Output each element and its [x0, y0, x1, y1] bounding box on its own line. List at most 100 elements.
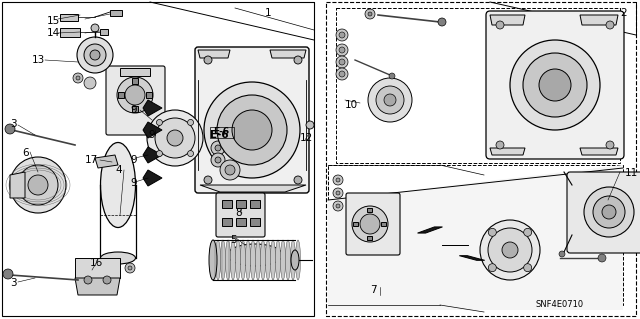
Bar — [222, 200, 232, 208]
Bar — [236, 200, 246, 208]
Circle shape — [204, 82, 300, 178]
Circle shape — [128, 266, 132, 270]
Circle shape — [156, 151, 163, 157]
Circle shape — [225, 165, 235, 175]
Circle shape — [188, 151, 193, 157]
Circle shape — [496, 21, 504, 29]
Circle shape — [438, 18, 446, 26]
Circle shape — [10, 157, 66, 213]
Circle shape — [28, 175, 48, 195]
Circle shape — [584, 187, 634, 237]
Circle shape — [336, 44, 348, 56]
Circle shape — [480, 220, 540, 280]
Ellipse shape — [280, 240, 285, 280]
Text: 4: 4 — [115, 165, 122, 175]
Circle shape — [496, 141, 504, 149]
Circle shape — [125, 85, 145, 105]
Polygon shape — [143, 147, 162, 163]
Text: 14: 14 — [47, 28, 60, 38]
Circle shape — [91, 24, 99, 32]
Text: 9: 9 — [130, 155, 136, 165]
Circle shape — [76, 76, 80, 80]
Circle shape — [333, 188, 343, 198]
Circle shape — [539, 69, 571, 101]
Text: 9: 9 — [148, 130, 155, 140]
Text: 3: 3 — [10, 278, 17, 288]
Circle shape — [389, 73, 395, 79]
Circle shape — [84, 276, 92, 284]
Text: 13: 13 — [32, 55, 45, 65]
Ellipse shape — [246, 240, 250, 280]
FancyBboxPatch shape — [106, 66, 165, 135]
Polygon shape — [580, 148, 618, 155]
Text: 10: 10 — [345, 100, 358, 110]
Ellipse shape — [285, 240, 291, 280]
Circle shape — [103, 276, 111, 284]
FancyBboxPatch shape — [486, 11, 624, 159]
Bar — [353, 222, 358, 226]
Circle shape — [339, 71, 345, 77]
FancyBboxPatch shape — [346, 193, 400, 255]
Circle shape — [333, 201, 343, 211]
Ellipse shape — [296, 240, 301, 280]
Bar — [2, 2, 314, 316]
Circle shape — [333, 175, 343, 185]
Circle shape — [217, 95, 287, 165]
Circle shape — [294, 56, 302, 64]
Ellipse shape — [250, 240, 255, 280]
Bar — [60, 28, 80, 37]
Text: 7: 7 — [370, 285, 376, 295]
Ellipse shape — [211, 240, 216, 280]
Circle shape — [84, 77, 96, 89]
Polygon shape — [95, 155, 118, 168]
Circle shape — [204, 176, 212, 184]
Bar — [146, 92, 152, 98]
Bar — [328, 165, 623, 305]
Circle shape — [211, 141, 225, 155]
Circle shape — [220, 160, 240, 180]
Bar — [367, 236, 372, 240]
Circle shape — [376, 86, 404, 114]
Circle shape — [365, 9, 375, 19]
Circle shape — [606, 141, 614, 149]
Circle shape — [5, 124, 15, 134]
Circle shape — [84, 44, 106, 66]
Circle shape — [336, 56, 348, 68]
Circle shape — [336, 178, 340, 182]
Polygon shape — [490, 15, 525, 25]
Circle shape — [3, 269, 13, 279]
Ellipse shape — [230, 240, 236, 280]
Ellipse shape — [266, 240, 271, 280]
Text: E-6: E-6 — [213, 128, 229, 137]
Polygon shape — [143, 100, 162, 116]
Circle shape — [336, 68, 348, 80]
FancyBboxPatch shape — [216, 193, 265, 237]
Text: 9: 9 — [130, 178, 136, 188]
Circle shape — [606, 21, 614, 29]
Polygon shape — [270, 50, 306, 58]
Text: 6: 6 — [22, 148, 29, 158]
FancyBboxPatch shape — [567, 172, 640, 253]
Circle shape — [488, 264, 497, 272]
Circle shape — [204, 56, 212, 64]
Circle shape — [360, 214, 380, 234]
Ellipse shape — [225, 240, 230, 280]
Text: 15: 15 — [47, 16, 60, 26]
Ellipse shape — [100, 143, 136, 227]
Circle shape — [156, 119, 163, 125]
Bar — [367, 208, 372, 212]
Circle shape — [306, 121, 314, 129]
Polygon shape — [328, 165, 623, 310]
Text: 3: 3 — [10, 119, 17, 129]
Text: 17: 17 — [85, 155, 99, 165]
Ellipse shape — [209, 240, 217, 280]
Polygon shape — [10, 172, 25, 198]
Circle shape — [502, 242, 518, 258]
Circle shape — [510, 40, 600, 130]
Circle shape — [339, 32, 345, 38]
Circle shape — [368, 78, 412, 122]
Polygon shape — [75, 258, 120, 278]
Polygon shape — [143, 170, 162, 186]
Polygon shape — [580, 15, 618, 25]
Polygon shape — [75, 278, 120, 295]
